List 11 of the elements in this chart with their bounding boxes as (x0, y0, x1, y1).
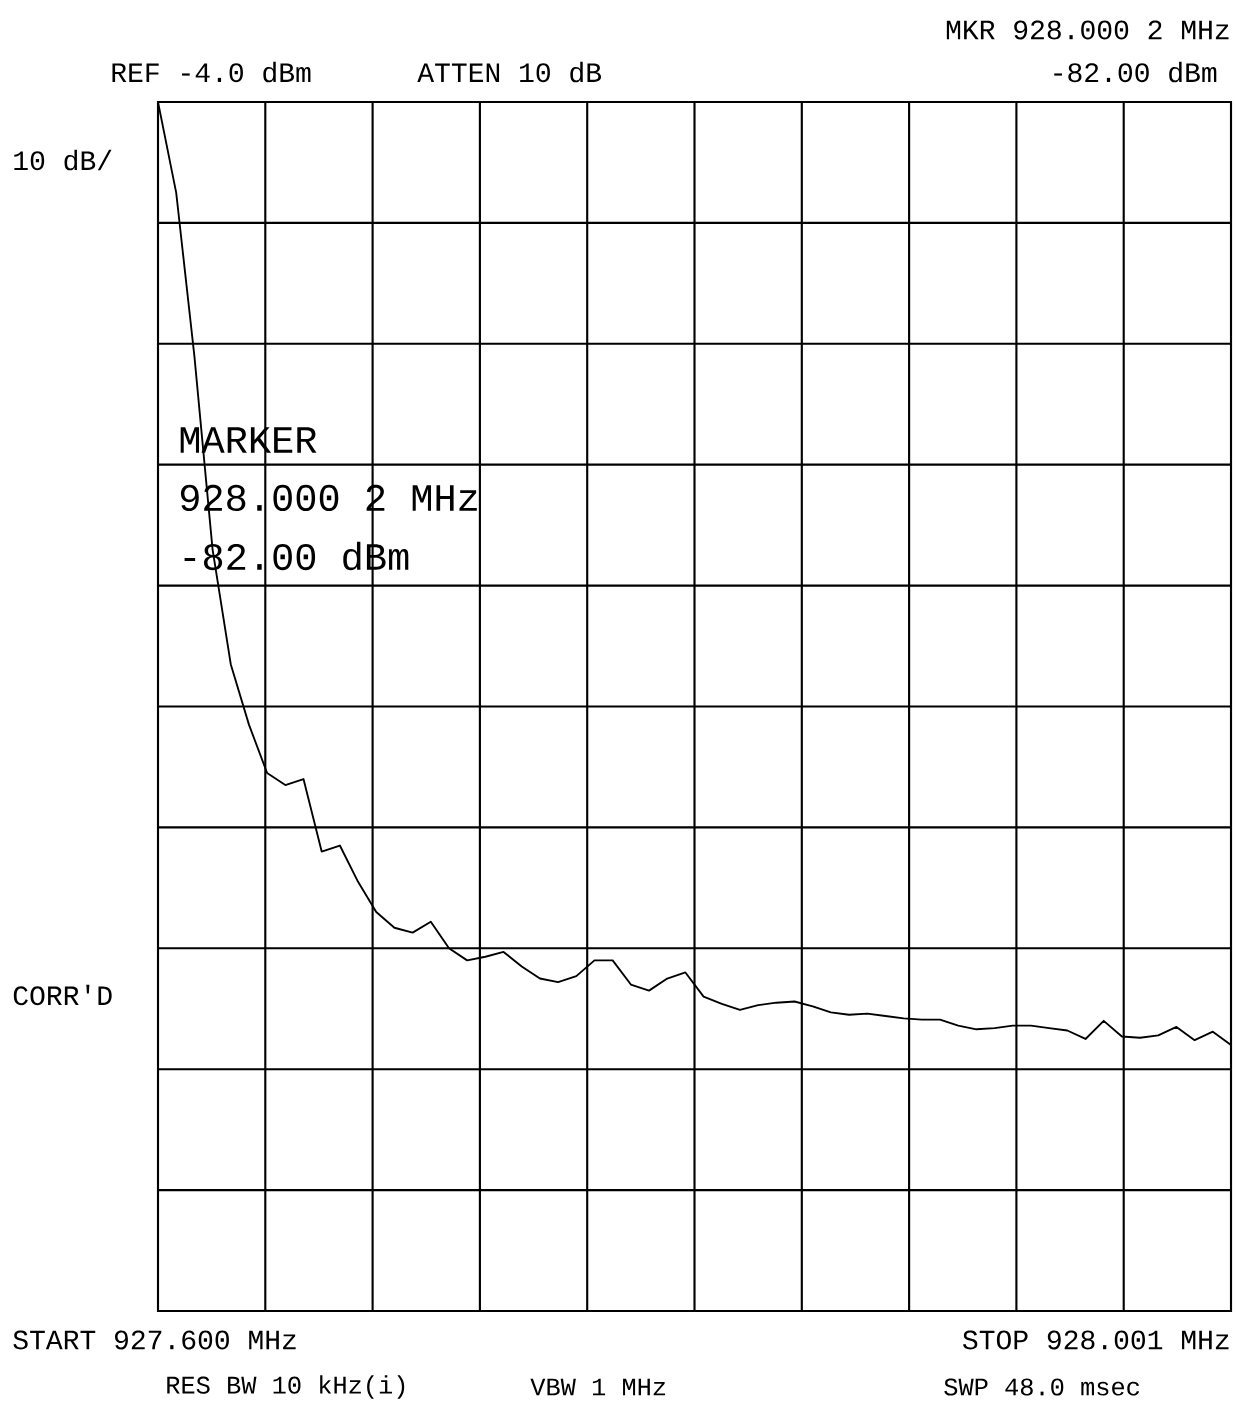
text: RES BW 10 kHz(i) (167, 1375, 405, 1399)
text: STOP 928.001 MHz (962, 1330, 1229, 1350)
text: -82.00 dBm (1054, 61, 1217, 83)
text: SWP 48.0 msec (944, 1378, 1140, 1396)
text: START 927.600 MHz (13, 1330, 296, 1350)
text: ATTEN 10 dB (417, 61, 602, 83)
text: VBW 1 MHz (530, 1378, 666, 1396)
text: MKR 928.000 2 MHz (946, 20, 1229, 40)
text: 10 dB/ (14, 149, 112, 171)
text: REF -4.0 dBm (112, 61, 311, 83)
text: CORR'D (13, 984, 112, 1006)
